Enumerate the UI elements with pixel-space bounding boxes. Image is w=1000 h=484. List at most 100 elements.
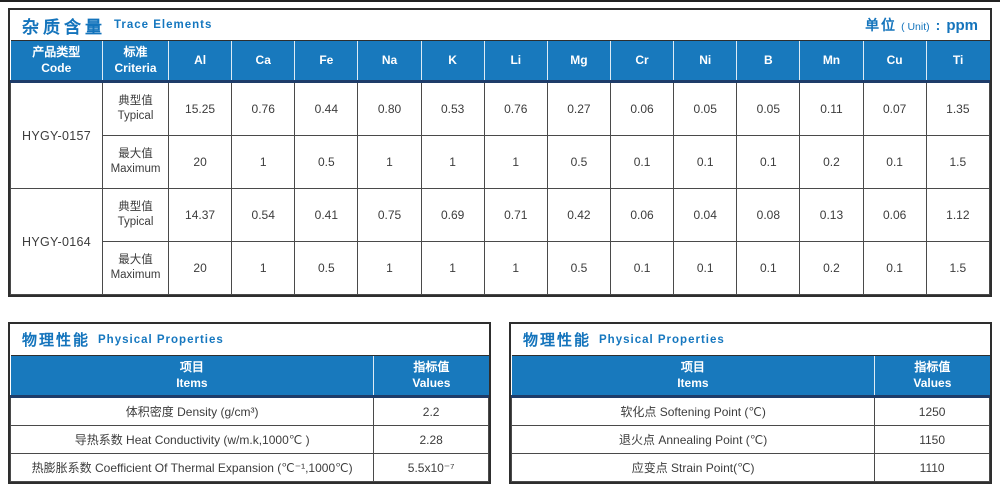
header-items-zh: 项目	[680, 360, 705, 375]
criteria-label-en: Typical	[117, 110, 154, 123]
unit-value: ppm	[946, 17, 978, 34]
physical-properties-right-table: 项目 Items 指标值 Values 软化点 Softening Point …	[510, 355, 990, 483]
value-cell: 0.11	[799, 81, 864, 137]
trace-title-en: Trace Elements	[114, 19, 213, 31]
criteria-label-zh: 典型值	[118, 95, 153, 108]
physical-left-title-en: Physical Properties	[98, 333, 224, 346]
value-cell: 0.1	[673, 135, 738, 190]
header-element: B	[736, 39, 800, 84]
table-row: 最大值 Maximum 20 1 0.5 1 1 1 0.5 0.1 0.1 0…	[11, 135, 991, 190]
header-element: Na	[357, 39, 422, 84]
table-row: HYGY-0164 典型值 Typical 14.37 0.54 0.41 0.…	[10, 188, 991, 296]
value-cell: 0.06	[609, 81, 675, 137]
header-code: 产品类型 Code	[10, 39, 103, 84]
header-items: 项目 Items	[511, 355, 875, 399]
value-cell: 2.28	[373, 425, 489, 455]
table-row: HYGY-0157 典型值 Typical 15.25 0.76 0.44 0.…	[10, 81, 991, 190]
value-cell: 0.1	[609, 241, 675, 296]
value-cell: 1	[357, 241, 422, 296]
header-items: 项目 Items	[10, 355, 374, 399]
table-row: 应变点 Strain Point(℃) 1110	[510, 453, 990, 483]
physical-properties-left-section: 物理性能 Physical Properties 项目 Items 指标值 Va…	[8, 322, 491, 484]
item-cell: 热膨胀系数 Coefficient Of Thermal Expansion (…	[9, 453, 375, 483]
table-row: 软化点 Softening Point (℃) 1250	[510, 396, 990, 427]
table-row: 退火点 Annealing Point (℃) 1150	[510, 425, 990, 455]
value-cell: 0.76	[483, 81, 548, 137]
page: 杂质含量 Trace Elements 单位 ( Unit) : ppm 产品类…	[8, 8, 992, 484]
value-cell: 1.5	[925, 241, 991, 296]
criteria-cell: 最大值 Maximum	[102, 241, 169, 296]
value-cell: 0.54	[231, 188, 296, 243]
value-cell: 0.05	[736, 81, 801, 137]
value-cell: 0.76	[231, 81, 296, 137]
value-cell: 14.37	[167, 188, 233, 243]
header-element: Al	[167, 39, 232, 84]
table-row: 热膨胀系数 Coefficient Of Thermal Expansion (…	[9, 453, 489, 483]
value-cell: 1	[483, 241, 548, 296]
value-cell: 1250	[874, 396, 990, 427]
trace-title-bar: 杂质含量 Trace Elements 单位 ( Unit) : ppm	[10, 10, 990, 40]
physical-header-row: 项目 Items 指标值 Values	[511, 355, 990, 399]
value-cell: 1	[483, 135, 548, 190]
physical-left-title-bar: 物理性能 Physical Properties	[10, 324, 489, 355]
header-element: Fe	[294, 39, 358, 84]
value-cell: 1.5	[925, 135, 991, 190]
value-cell: 1.12	[925, 188, 991, 243]
value-cell: 20	[167, 241, 233, 296]
value-cell: 0.05	[673, 81, 738, 137]
criteria-label-en: Typical	[117, 216, 154, 229]
physical-right-title-en: Physical Properties	[599, 333, 725, 346]
value-cell: 15.25	[167, 81, 233, 137]
header-element: Ti	[925, 39, 990, 84]
value-cell: 0.80	[357, 81, 422, 137]
table-row: 体积密度 Density (g/cm³) 2.2	[9, 396, 489, 427]
header-element: Ca	[231, 39, 295, 84]
physical-left-title-zh: 物理性能	[22, 332, 91, 350]
header-criteria-zh: 标准	[123, 45, 148, 59]
value-cell: 0.1	[862, 135, 927, 190]
value-cell: 1	[420, 135, 485, 190]
unit-area: 单位 ( Unit) : ppm	[865, 15, 978, 35]
criteria-cell: 典型值 Typical	[102, 188, 169, 243]
value-cell: 1.35	[925, 81, 991, 137]
unit-label-en: ( Unit)	[901, 21, 930, 33]
value-cell: 0.53	[420, 81, 485, 137]
value-cell: 0.2	[799, 241, 864, 296]
physical-right-title-bar: 物理性能 Physical Properties	[511, 324, 990, 355]
value-cell: 2.2	[373, 396, 489, 427]
value-cell: 0.5	[546, 241, 611, 296]
criteria-cell: 最大值 Maximum	[102, 135, 169, 190]
value-cell: 0.06	[862, 188, 927, 243]
header-values-en: Values	[412, 375, 451, 390]
trace-header-row: 产品类型 Code 标准 Criteria Al Ca Fe Na K Li M…	[10, 39, 990, 84]
physical-properties-left-table: 项目 Items 指标值 Values 体积密度 Density (g/cm³)…	[9, 355, 489, 483]
header-code-zh: 产品类型	[32, 45, 81, 59]
header-criteria-en: Criteria	[114, 60, 157, 75]
item-cell: 应变点 Strain Point(℃)	[510, 453, 876, 483]
product-code-cell: HYGY-0157	[10, 81, 103, 190]
criteria-label-zh: 最大值	[118, 254, 153, 267]
trace-title-zh: 杂质含量	[22, 17, 106, 37]
product-code-cell: HYGY-0164	[10, 188, 103, 296]
value-cell: 1	[357, 135, 422, 190]
value-cell: 0.2	[799, 135, 864, 190]
criteria-label-zh: 典型值	[118, 201, 153, 214]
physical-properties-row: 物理性能 Physical Properties 项目 Items 指标值 Va…	[8, 322, 992, 484]
header-values-zh: 指标值	[413, 360, 450, 375]
value-cell: 20	[167, 135, 233, 190]
value-cell: 0.1	[736, 241, 801, 296]
header-element: K	[420, 39, 485, 84]
header-element: Ni	[673, 39, 737, 84]
header-element: Cr	[609, 39, 674, 84]
value-cell: 0.75	[357, 188, 422, 243]
header-element: Cu	[862, 39, 927, 84]
value-cell: 0.44	[294, 81, 359, 137]
value-cell: 0.71	[483, 188, 548, 243]
header-values: 指标值 Values	[373, 355, 489, 399]
criteria-label-en: Maximum	[110, 163, 161, 176]
item-cell: 退火点 Annealing Point (℃)	[510, 425, 876, 455]
value-cell: 0.41	[294, 188, 359, 243]
header-element: Li	[483, 39, 548, 84]
value-cell: 1	[420, 241, 485, 296]
unit-label-zh: 单位	[865, 17, 898, 33]
